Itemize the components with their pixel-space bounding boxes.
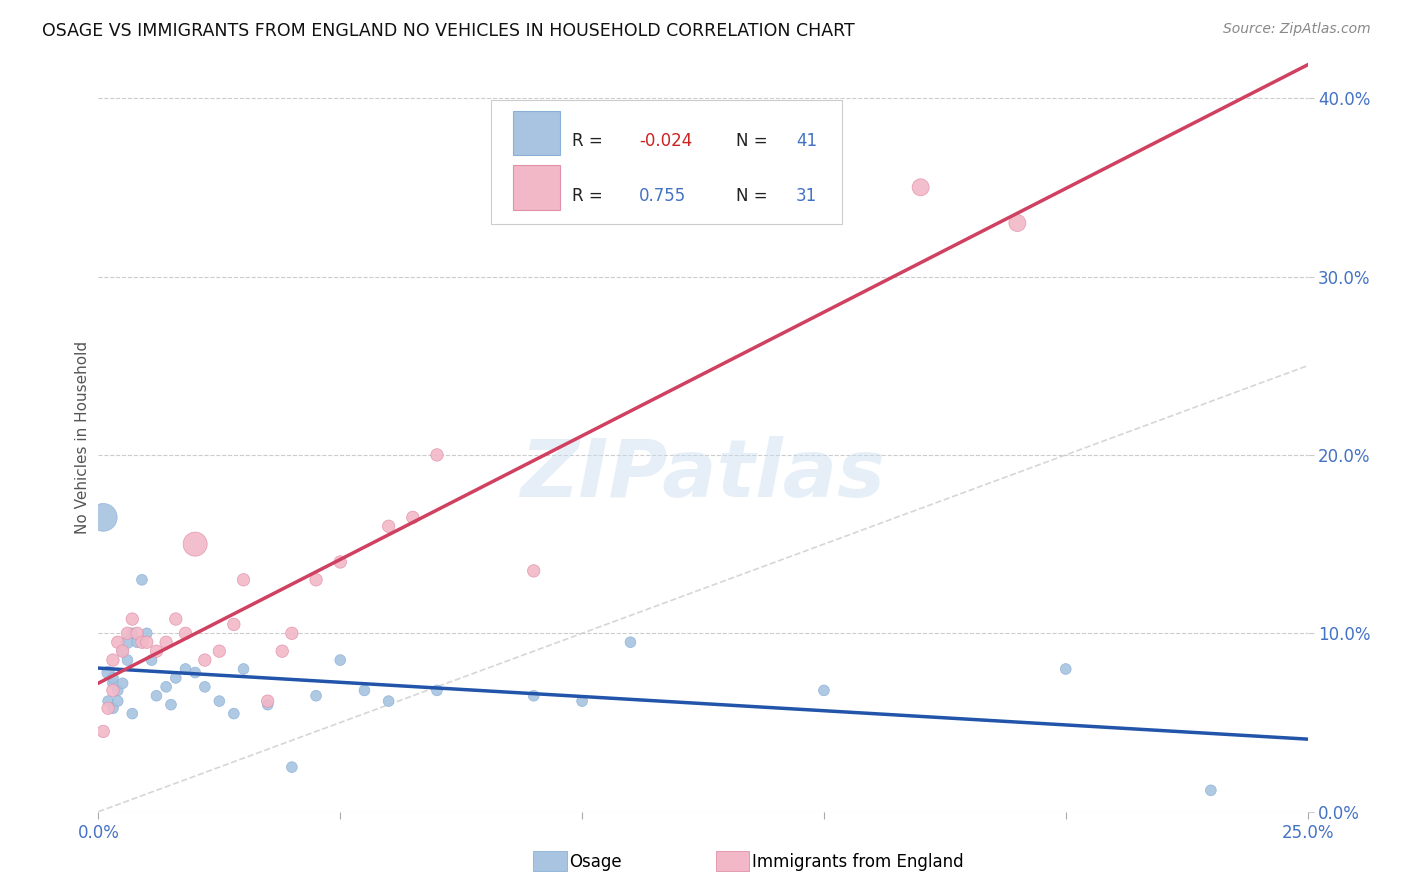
Point (426, 683, 449, 698)
Point (91, 510, 114, 524)
Point (1054, 662, 1077, 676)
Point (97, 694, 120, 708)
Text: N =: N = (735, 132, 772, 150)
Point (117, 653, 139, 667)
Point (571, 694, 593, 708)
Point (184, 665, 207, 680)
Point (281, 626, 304, 640)
Point (329, 653, 352, 667)
Point (145, 689, 167, 703)
Point (111, 644, 134, 658)
Point (97, 701, 120, 715)
Text: R =: R = (572, 132, 609, 150)
Text: 31: 31 (796, 186, 817, 205)
Point (101, 671, 124, 685)
Point (121, 626, 143, 640)
Point (222, 617, 245, 632)
Point (619, 635, 641, 649)
Point (141, 653, 163, 667)
Point (256, 694, 278, 708)
Point (97, 665, 120, 680)
Point (194, 653, 217, 667)
Point (121, 706, 143, 721)
Point (523, 564, 546, 578)
Point (91, 724, 114, 739)
Text: Source: ZipAtlas.com: Source: ZipAtlas.com (1223, 22, 1371, 37)
Point (208, 694, 231, 708)
Point (377, 519, 399, 533)
Point (426, 448, 449, 462)
Point (101, 701, 124, 715)
Point (305, 689, 328, 703)
Point (353, 683, 375, 698)
Point (145, 644, 167, 658)
Point (160, 698, 183, 712)
Point (155, 635, 177, 649)
Text: OSAGE VS IMMIGRANTS FROM ENGLAND NO VEHICLES IN HOUSEHOLD CORRELATION CHART: OSAGE VS IMMIGRANTS FROM ENGLAND NO VEHI… (42, 22, 855, 40)
Point (402, 510, 425, 524)
Point (174, 662, 197, 676)
Point (165, 612, 187, 626)
Point (107, 683, 129, 698)
FancyBboxPatch shape (513, 165, 561, 210)
Point (135, 626, 157, 640)
Point (194, 680, 217, 694)
Point (377, 694, 399, 708)
Point (256, 698, 278, 712)
Point (281, 760, 304, 774)
Point (222, 706, 245, 721)
Text: 41: 41 (796, 132, 817, 150)
Text: -0.024: -0.024 (638, 132, 692, 150)
Point (271, 644, 294, 658)
Point (329, 555, 352, 569)
Y-axis label: No Vehicles in Household: No Vehicles in Household (75, 341, 90, 533)
Point (101, 676, 124, 690)
Point (1199, 783, 1222, 797)
Point (910, 180, 932, 194)
Point (117, 626, 139, 640)
Point (813, 683, 835, 698)
Text: ZIPatlas: ZIPatlas (520, 435, 886, 514)
Point (523, 689, 546, 703)
Point (101, 683, 124, 698)
Text: N =: N = (735, 186, 772, 205)
Point (232, 573, 254, 587)
Point (305, 573, 328, 587)
Point (111, 676, 134, 690)
Point (1007, 216, 1029, 230)
Point (184, 537, 207, 551)
Text: R =: R = (572, 186, 609, 205)
Point (131, 635, 153, 649)
FancyBboxPatch shape (492, 100, 842, 224)
Text: 0.755: 0.755 (638, 186, 686, 205)
Point (107, 635, 129, 649)
Point (101, 653, 124, 667)
Point (208, 644, 231, 658)
Point (117, 635, 139, 649)
Point (127, 635, 149, 649)
Point (121, 612, 143, 626)
Point (127, 626, 149, 640)
Point (111, 644, 134, 658)
Point (107, 694, 129, 708)
Point (131, 573, 153, 587)
Point (135, 635, 157, 649)
FancyBboxPatch shape (513, 111, 561, 155)
Text: Immigrants from England: Immigrants from England (752, 853, 965, 871)
Point (174, 626, 197, 640)
Point (165, 671, 187, 685)
Text: Osage: Osage (569, 853, 621, 871)
Point (155, 680, 177, 694)
Point (232, 662, 254, 676)
